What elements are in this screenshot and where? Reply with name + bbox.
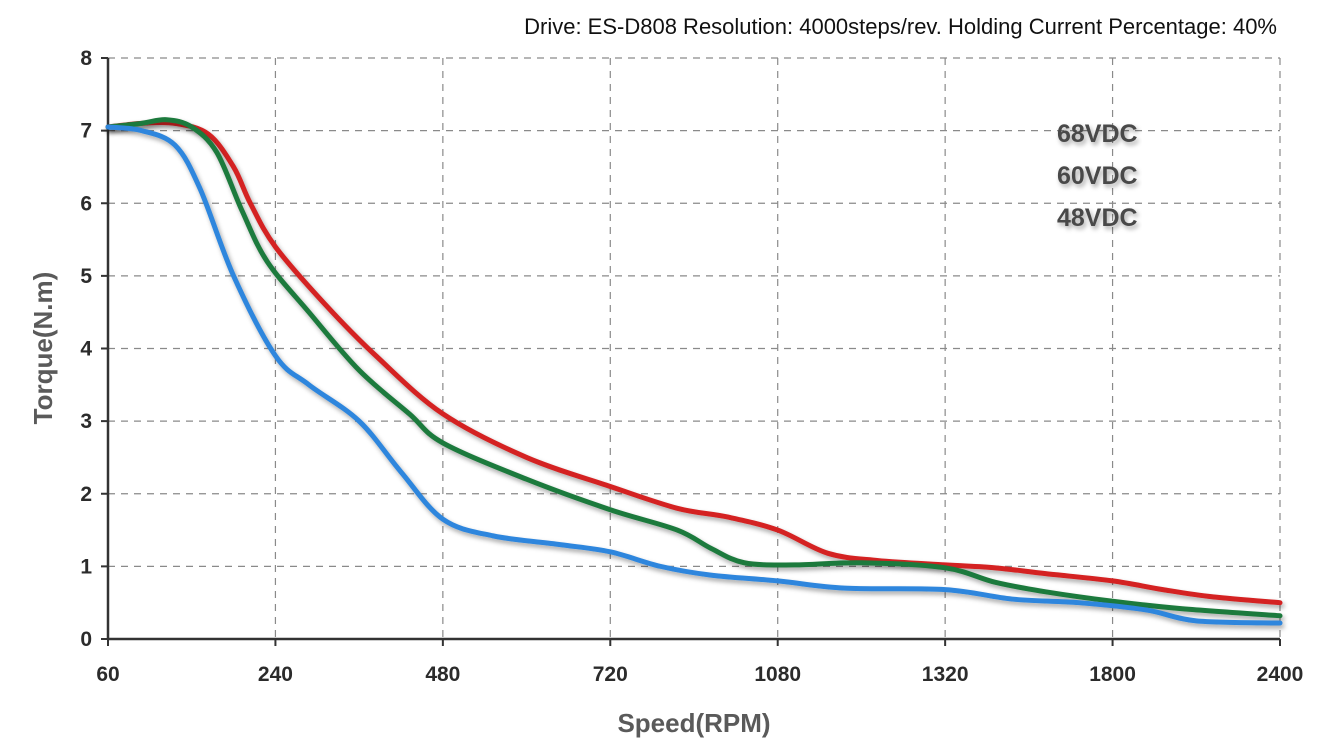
y-tick-label: 6 xyxy=(80,192,92,215)
series-line-48vdc xyxy=(105,124,1283,626)
x-tick-label: 720 xyxy=(593,663,628,686)
legend-label-48vdc: 48VDC xyxy=(1057,204,1138,232)
x-tick-label: 60 xyxy=(96,663,119,686)
series-line-68vdc xyxy=(105,119,1283,606)
x-tick-label: 2400 xyxy=(1257,663,1304,686)
x-tick-label: 480 xyxy=(425,663,460,686)
legend: 68VDC 60VDC 48VDC xyxy=(1000,120,1138,232)
y-tick-label: 7 xyxy=(80,120,92,143)
legend-label-68vdc: 68VDC xyxy=(1057,120,1138,148)
x-tick-label: 240 xyxy=(258,663,293,686)
y-tick-label: 2 xyxy=(80,483,92,506)
chart-title: Drive: ES-D808 Resolution: 4000steps/rev… xyxy=(524,14,1277,39)
y-tick-label: 4 xyxy=(80,338,92,361)
legend-label-60vdc: 60VDC xyxy=(1057,162,1138,190)
grid-lines xyxy=(108,57,1281,639)
y-tick-label: 1 xyxy=(80,555,92,578)
tick-labels: 0 1 2 3 4 5 6 7 8 60 240 480 720 1080 1320 1800 2400 xyxy=(80,47,1303,686)
series-lines xyxy=(105,117,1283,626)
y-tick-label: 5 xyxy=(80,265,92,288)
y-tick-label: 8 xyxy=(80,47,92,70)
x-tick-label: 1080 xyxy=(754,663,801,686)
axes xyxy=(101,57,1281,646)
y-axis-label: Torque(N.m) xyxy=(28,272,58,425)
x-tick-label: 1800 xyxy=(1089,663,1136,686)
x-tick-label: 1320 xyxy=(922,663,969,686)
x-axis-label: Speed(RPM) xyxy=(617,708,770,738)
y-tick-label: 0 xyxy=(80,628,92,651)
series-line-60vdc xyxy=(105,117,1283,619)
y-tick-label: 3 xyxy=(80,410,92,433)
